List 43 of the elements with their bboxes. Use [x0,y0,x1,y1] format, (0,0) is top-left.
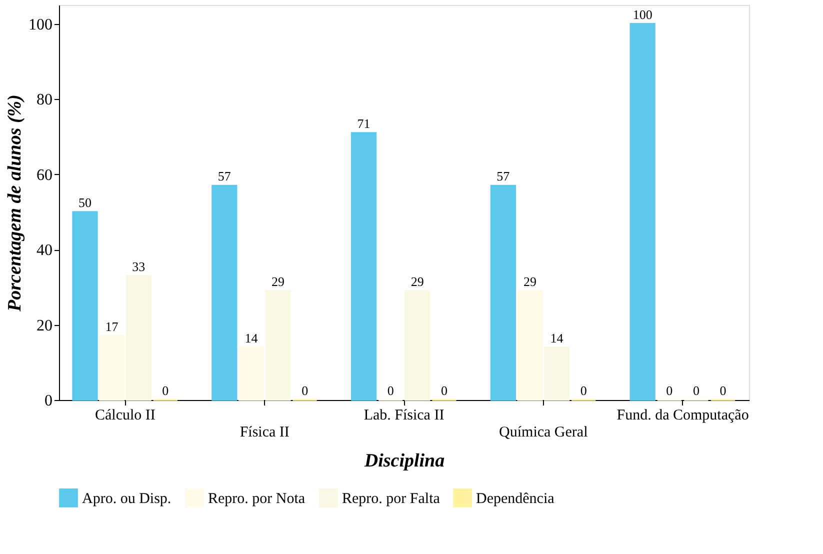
x-tick-label: Fund. da Computação [616,408,749,424]
data-label: 100 [632,6,652,22]
data-label: 17 [105,319,119,334]
data-label: 57 [496,168,510,184]
data-label: 0 [666,383,673,398]
bar [350,132,377,401]
data-label: 50 [78,194,92,210]
data-label: 0 [720,383,726,398]
data-label: 0 [692,383,700,398]
bar [630,23,656,401]
x-tick-label: Química Geral [499,424,588,440]
x-tick-label: Lab. Física II [364,408,444,424]
legend-label: Repro. por Nota [208,490,306,507]
data-label: 0 [440,383,448,398]
data-label: 29 [410,274,424,289]
legend-label: Apro. ou Disp. [82,490,172,507]
bar [490,184,516,401]
y-axis-title: Porcentagem de alunos (%) [4,94,26,312]
data-label: 0 [580,383,587,398]
data-label: 0 [302,383,308,398]
x-tick-label: Física II [240,424,290,440]
legend-label: Dependência [476,490,555,507]
bar [212,184,238,401]
data-label: 29 [272,274,285,289]
data-label: 71 [357,116,370,131]
y-tick-label: 60 [36,166,52,184]
legend-label: Repro. por Falta [342,490,440,507]
data-label: 33 [132,258,146,274]
bar [404,290,430,401]
data-label: 29 [523,274,536,289]
data-label: 14 [550,330,564,346]
x-tick-label: Cálculo II [95,408,156,424]
y-tick-label: 0 [44,392,52,410]
x-axis-title: Disciplina [363,450,446,472]
data-label: 0 [162,383,169,398]
y-tick-label: 20 [36,317,52,334]
y-tick-label: 40 [36,242,52,260]
bar [72,211,98,401]
y-tick-label: 80 [36,92,52,109]
y-tick-label: 100 [28,16,52,34]
data-label: 57 [218,168,232,184]
data-label: 14 [244,330,258,346]
data-label: 0 [387,383,394,398]
